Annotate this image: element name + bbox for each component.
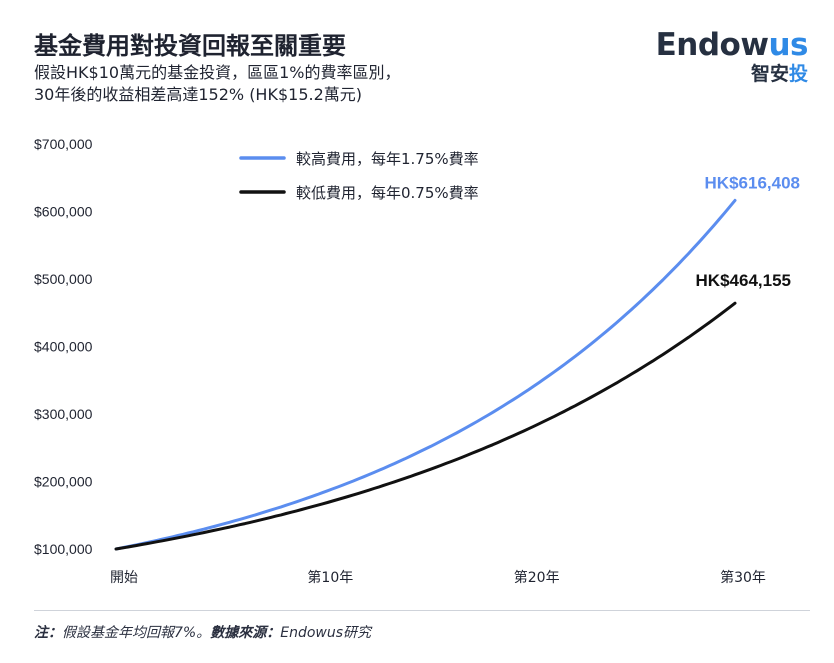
endowus-logo: Endowus 智安投 xyxy=(655,27,809,86)
footnote: 注：假設基金年均回報7%。數據來源：Endowus研究 xyxy=(34,622,371,642)
footnote-prefix: 注： xyxy=(34,625,62,641)
y-tick-label: $200,000 xyxy=(34,474,93,490)
low-fee-end-label: HK$464,155 xyxy=(696,271,791,290)
line-chart: $100,000 $200,000 $300,000 $400,000 $500,000… xyxy=(34,136,800,586)
x-tick-label: 開始 xyxy=(110,570,138,586)
y-tick-label: $100,000 xyxy=(34,541,93,557)
high-fee-end-label: HK$616,408 xyxy=(705,173,800,192)
logo-chinese: 智安投 xyxy=(656,62,808,86)
logo-cn-accent: 投 xyxy=(788,63,808,85)
subtitle-line-2: 30年後的收益相差高達152% (HK$15.2萬元) xyxy=(34,85,363,104)
y-tick-label: $300,000 xyxy=(34,406,93,422)
high-fee-series-line xyxy=(114,198,737,551)
chart-title: 基金費用對投資回報至關重要 xyxy=(34,32,346,60)
logo-cn-main: 智安 xyxy=(750,63,789,85)
logo-wordmark: Endowus xyxy=(655,27,809,63)
y-tick-label: $400,000 xyxy=(34,339,93,355)
footer-divider xyxy=(34,610,810,611)
legend-label: 較低費用，每年0.75%費率 xyxy=(296,184,479,202)
low-fee-series-line xyxy=(114,301,737,551)
subtitle-line-1: 假設HK$10萬元的基金投資，區區1%的費率區別， xyxy=(34,63,401,82)
y-tick-label: $500,000 xyxy=(34,271,93,287)
logo-word-accent: us xyxy=(768,27,808,63)
x-tick-label: 第10年 xyxy=(307,569,353,586)
y-tick-label: $700,000 xyxy=(34,136,93,152)
x-tick-label: 第30年 xyxy=(720,569,766,586)
logo-word-main: Endow xyxy=(655,27,769,63)
y-tick-label: $600,000 xyxy=(34,204,93,220)
footnote-text: 假設基金年均回報7%。 xyxy=(62,625,211,641)
legend-label: 較高費用，每年1.75%費率 xyxy=(296,150,479,168)
footnote-source: Endowus研究 xyxy=(280,625,372,641)
footnote-source-label: 數據來源： xyxy=(210,625,281,641)
x-tick-label: 第20年 xyxy=(514,569,560,586)
chart-subtitle: 假設HK$10萬元的基金投資，區區1%的費率區別， 30年後的收益相差高達152… xyxy=(34,62,400,106)
